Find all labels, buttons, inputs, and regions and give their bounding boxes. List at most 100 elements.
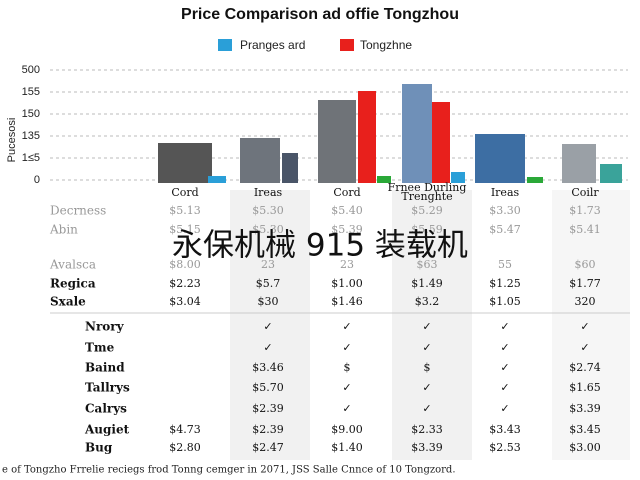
column-shade [552, 190, 630, 460]
legend-label: Pranges ard [240, 38, 305, 52]
table-cell: ✓ [342, 402, 351, 415]
row-label: Avalsca [49, 258, 96, 272]
table-cell: $9.00 [331, 423, 363, 436]
table-cell: ✓ [342, 320, 351, 333]
y-axis-title: Pucesosi [6, 118, 18, 163]
row-label: Augiet [84, 423, 130, 437]
table-cell: 23 [340, 258, 354, 271]
row-label: Tallrys [85, 381, 130, 395]
table-cell: $5.13 [169, 204, 201, 217]
table-cell: 23 [261, 258, 275, 271]
table-cell: $1.05 [489, 295, 521, 308]
row-label: Nrory [85, 320, 125, 334]
y-axis-label: 1≤5 [22, 152, 40, 164]
table-cell: ✓ [500, 381, 509, 394]
building [475, 134, 525, 183]
table-cell: ✓ [422, 341, 431, 354]
row-label: Sxale [50, 295, 86, 309]
table-cell: 320 [575, 295, 596, 308]
table-cell: ✓ [580, 341, 589, 354]
table-cell: $63 [417, 258, 438, 271]
table-cell: $4.73 [169, 423, 201, 436]
building [562, 144, 596, 183]
building [240, 138, 280, 183]
table-cell: $3.2 [415, 295, 440, 308]
y-axis-label: 0 [34, 174, 40, 186]
legend-label: Tongzhne [360, 38, 412, 52]
table-cell: ✓ [500, 402, 509, 415]
table-cell: $2.39 [252, 402, 284, 415]
table-cell: $1.65 [569, 381, 601, 394]
table-cell: $2.33 [411, 423, 443, 436]
table-cell: $1.49 [411, 277, 443, 290]
table-cell: $3.46 [252, 361, 284, 374]
table-cell: $2.80 [169, 441, 201, 454]
table-cell: $3.30 [489, 204, 521, 217]
row-label: Calrys [85, 402, 127, 416]
table-cell: $3.39 [411, 441, 443, 454]
building [432, 102, 450, 183]
table-cell: $5.30 [252, 223, 284, 236]
legend-swatch [340, 39, 354, 51]
building [358, 91, 376, 183]
table-cell: $5.7 [256, 277, 281, 290]
table-cell: $1.00 [331, 277, 363, 290]
building [208, 176, 226, 183]
table-cell: $5.41 [569, 223, 601, 236]
y-axis-label: 135 [22, 130, 40, 142]
table-cell: $60 [575, 258, 596, 271]
table-cell: $2.74 [569, 361, 601, 374]
table-cell: $30 [258, 295, 279, 308]
table-cell: $8.00 [169, 258, 201, 271]
column-header: Frnee Durling Trenghte [388, 181, 467, 203]
column-shade [230, 190, 310, 460]
table-cell: $2.53 [489, 441, 521, 454]
table-cell: $1.77 [569, 277, 601, 290]
table-cell: ✓ [422, 402, 431, 415]
overlay-text: 永保机械 915 装载机 [172, 228, 468, 264]
table: Cord Ireas Cord Frnee Durling Trenghte Ireas C… [49, 181, 601, 455]
building [451, 172, 465, 183]
table-cell: ✓ [500, 341, 509, 354]
table-cell: $2.39 [252, 423, 284, 436]
table-cell: ✓ [263, 341, 272, 354]
column-header: Coilr [571, 186, 599, 199]
table-cell: $5.47 [489, 223, 521, 236]
table-cell: ✓ [580, 320, 589, 333]
building [282, 153, 298, 183]
row-label: Abin [49, 223, 78, 237]
table-cell: $1.73 [569, 204, 601, 217]
table-cell: ✓ [500, 361, 509, 374]
column-header: Cord [171, 186, 198, 199]
table-cell: $5.15 [169, 223, 201, 236]
table-cell: $5.70 [252, 381, 284, 394]
title: Price Comparison ad offie Tongzhou [181, 6, 459, 23]
table-cell: $1.40 [331, 441, 363, 454]
column-header: Ireas [491, 186, 520, 199]
building [600, 164, 622, 183]
y-axis-label: 150 [22, 108, 40, 120]
table-cell: $2.47 [252, 441, 284, 454]
building [527, 177, 543, 183]
table-cell: $1.46 [331, 295, 363, 308]
table-cell: $5.59 [411, 223, 443, 236]
building [402, 84, 432, 183]
column-header: Cord [333, 186, 360, 199]
building [158, 143, 212, 183]
legend-swatch [218, 39, 232, 51]
table-cell: $2.23 [169, 277, 201, 290]
footer: e of Tongzho Frrelie reciegs frod Tonng … [2, 465, 456, 476]
table-cell: $5.29 [411, 204, 443, 217]
column-header: Ireas [254, 186, 283, 199]
table-cell: $3.04 [169, 295, 201, 308]
table-cell: ✓ [422, 381, 431, 394]
column-shade [392, 190, 472, 460]
table-cell: ✓ [342, 341, 351, 354]
table-cell: ✓ [422, 320, 431, 333]
table-cell: $1.25 [489, 277, 521, 290]
table-cell: $3.43 [489, 423, 521, 436]
building [318, 100, 356, 183]
y-axis-label: 155 [22, 86, 40, 98]
row-label: Baind [85, 361, 125, 375]
